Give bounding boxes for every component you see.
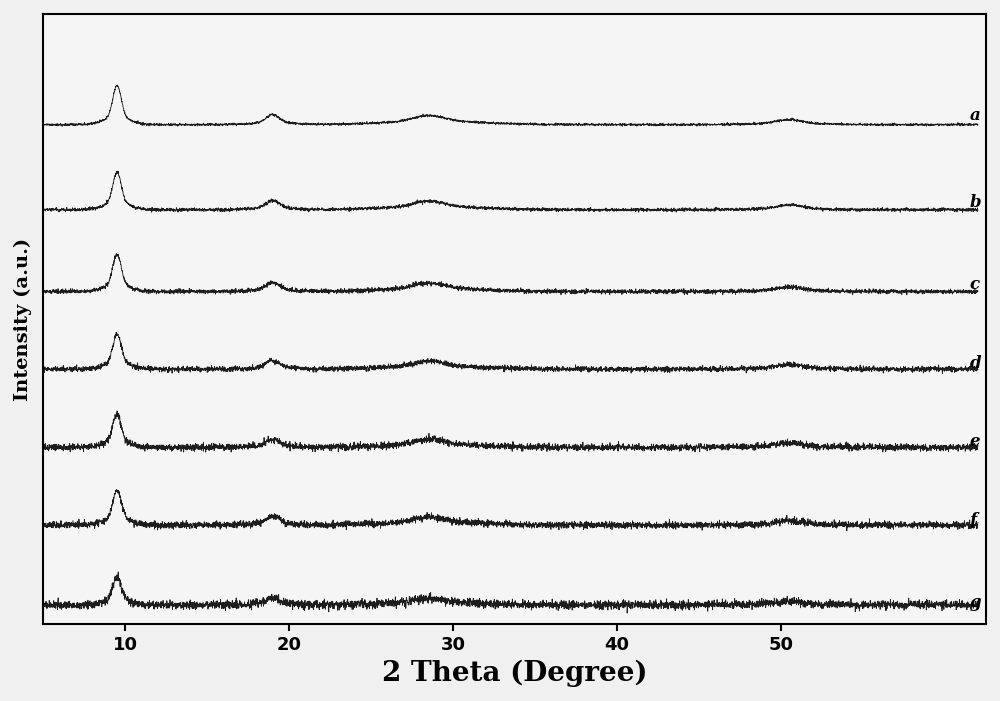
- Text: d: d: [970, 355, 981, 372]
- Text: g: g: [970, 594, 981, 611]
- Text: b: b: [970, 193, 981, 210]
- Text: e: e: [970, 433, 980, 450]
- Text: c: c: [970, 276, 980, 293]
- Text: a: a: [970, 107, 980, 125]
- Y-axis label: Intensity (a.u.): Intensity (a.u.): [14, 238, 32, 401]
- Text: f: f: [970, 512, 977, 529]
- X-axis label: 2 Theta (Degree): 2 Theta (Degree): [382, 660, 647, 687]
